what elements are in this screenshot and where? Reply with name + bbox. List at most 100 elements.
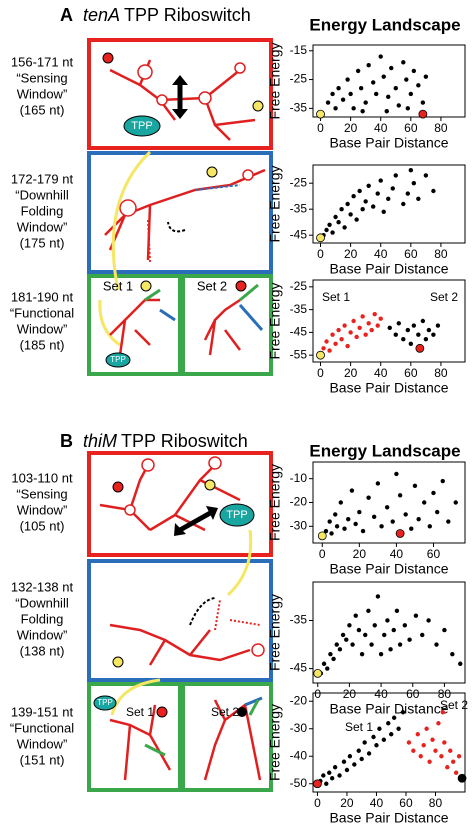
window-label: Window”	[17, 627, 68, 642]
x-tick-label: 40	[374, 121, 388, 135]
x-tick-label: 40	[374, 366, 388, 380]
window-label: Folding	[21, 611, 64, 626]
x-axis-label: Base Pair Distance	[329, 261, 448, 277]
point	[377, 726, 382, 731]
point	[440, 478, 445, 484]
diagram-label: TPP	[97, 698, 113, 707]
highlight-point	[395, 529, 405, 538]
point	[354, 334, 359, 340]
highlight-point	[313, 668, 323, 678]
point	[330, 230, 335, 235]
point	[371, 734, 376, 740]
point	[453, 770, 459, 775]
highlight-point	[418, 109, 428, 119]
point	[347, 754, 353, 759]
point	[372, 311, 377, 317]
point	[435, 323, 441, 328]
point	[327, 770, 332, 775]
window-label: Window”	[17, 502, 68, 517]
y-tick-label: -35	[290, 201, 308, 215]
window-label: Folding	[21, 203, 64, 218]
rna-sketch	[98, 52, 266, 368]
point	[323, 528, 329, 534]
diagram-label: Set 1	[126, 705, 154, 719]
point	[391, 715, 397, 720]
point	[356, 627, 362, 633]
point	[375, 323, 380, 328]
sensing-box	[87, 38, 273, 150]
point	[416, 516, 421, 522]
point	[386, 721, 391, 726]
point	[328, 651, 333, 657]
point	[416, 196, 421, 201]
point	[355, 68, 361, 74]
x-tick-label: 0	[319, 547, 326, 561]
point	[415, 732, 420, 737]
y-tick-label: -15	[290, 43, 308, 57]
x-tick-label: 60	[404, 121, 418, 135]
point	[458, 661, 463, 666]
panel-letter: A	[60, 5, 73, 25]
point	[359, 756, 364, 762]
point	[397, 642, 403, 647]
x-tick-label: 0	[317, 247, 324, 261]
point	[325, 666, 330, 671]
window-label: Window”	[17, 321, 68, 336]
point	[344, 767, 350, 773]
point	[339, 337, 344, 342]
rna-sketch	[93, 456, 265, 781]
point	[434, 509, 440, 515]
x-tick-label: 0	[317, 366, 324, 380]
point	[418, 754, 423, 759]
point	[393, 173, 398, 178]
x-tick-label: 0	[317, 121, 324, 135]
downhill-box	[87, 151, 273, 274]
x-tick-label: 40	[374, 247, 388, 261]
highlight-point	[313, 779, 322, 789]
diagram-label: TPP	[131, 120, 152, 132]
point	[389, 65, 394, 71]
point	[436, 721, 441, 726]
y-axis-label: Free Energy	[267, 165, 283, 242]
point	[332, 765, 338, 770]
landscape-title: Energy Landscape	[309, 441, 460, 460]
y-tick-label: -45	[290, 661, 308, 675]
x-axis-label: Base Pair Distance	[329, 810, 448, 826]
y-tick-label: -25	[290, 279, 308, 293]
point	[409, 526, 414, 531]
y-axis-label: Free Energy	[267, 42, 283, 119]
point	[327, 222, 332, 227]
x-tick-label: 60	[406, 687, 420, 701]
y-axis-label: Free Energy	[267, 282, 283, 359]
point	[391, 627, 396, 633]
point	[333, 512, 338, 517]
x-tick-label: 60	[427, 547, 441, 561]
x-tick-label: 80	[434, 121, 448, 135]
point	[366, 751, 372, 756]
x-tick-label: 20	[344, 366, 358, 380]
point	[366, 321, 371, 326]
y-tick-label: -50	[290, 776, 308, 790]
point	[372, 623, 377, 628]
point	[360, 314, 365, 319]
landscape-title: Energy Landscape	[309, 15, 460, 34]
point	[412, 483, 418, 489]
point	[347, 623, 352, 628]
set2-box	[181, 682, 273, 792]
point	[389, 732, 394, 737]
point	[357, 325, 362, 331]
point	[431, 332, 436, 337]
panel-title-rest: TPP Riboswitch	[121, 431, 248, 451]
point	[442, 627, 447, 633]
point	[411, 748, 416, 753]
point	[337, 773, 342, 778]
panel-letter: B	[60, 431, 73, 451]
downhill-box	[87, 559, 273, 682]
y-tick-label: -25	[290, 175, 308, 189]
point	[393, 86, 398, 91]
point	[445, 765, 450, 770]
diagram-label: Set 1	[103, 278, 133, 293]
point	[378, 651, 384, 657]
point	[369, 642, 374, 647]
